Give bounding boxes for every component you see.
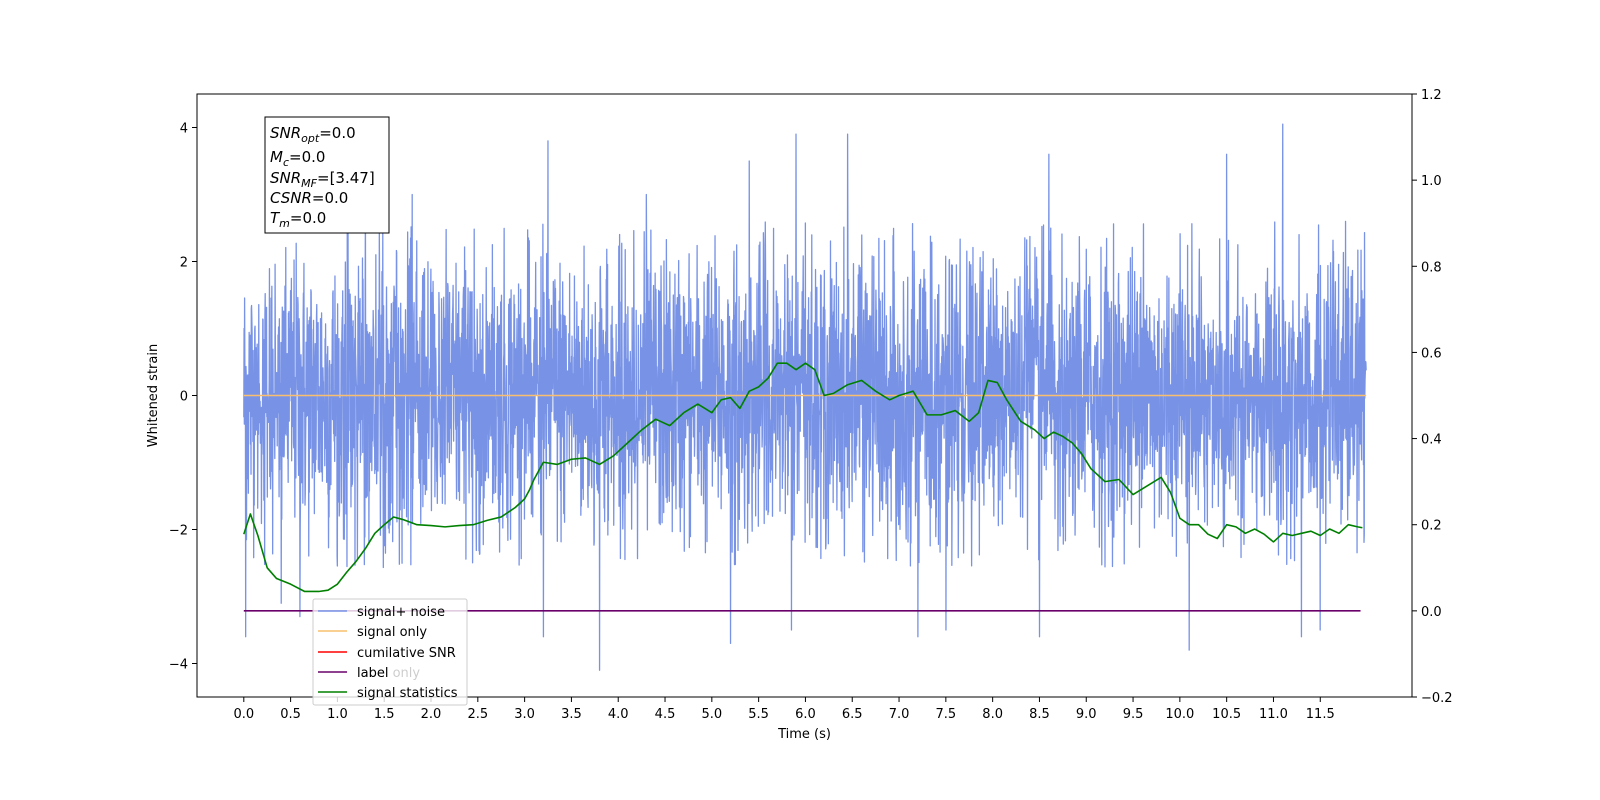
x-tick-label: 2.0 — [421, 707, 442, 722]
info-line: Tm=0.0 — [270, 209, 326, 230]
info-line-value: =0.0 — [312, 189, 348, 207]
x-tick-label: 8.5 — [1029, 707, 1050, 722]
y2-tick-label: 1.2 — [1421, 88, 1442, 103]
y2-tick-label: 0.8 — [1421, 260, 1442, 275]
series-signal-statistics — [243, 362, 1363, 593]
signal-noise-line — [243, 123, 1367, 671]
y-tick-label: 4 — [180, 122, 188, 137]
y-tick-label: 2 — [180, 256, 188, 271]
legend-entry: signal+ noise — [357, 605, 445, 620]
info-line-symbol: CSNR — [270, 189, 312, 207]
x-tick-label: 3.5 — [561, 707, 582, 722]
x-tick-label: 7.0 — [889, 707, 910, 722]
x-tick-label: 11.5 — [1306, 707, 1335, 722]
info-line-symbol: M — [270, 148, 283, 166]
info-line-subscript: opt — [301, 132, 320, 145]
y2-tick-label: −0.2 — [1421, 691, 1453, 706]
legend-entry: cumilative SNR — [357, 646, 456, 661]
x-tick-label: 8.0 — [982, 707, 1003, 722]
x-tick-label: 10.0 — [1165, 707, 1194, 722]
y2-tick-label: 1.0 — [1421, 174, 1442, 189]
x-tick-label: 9.5 — [1123, 707, 1144, 722]
x-tick-label: 4.5 — [655, 707, 676, 722]
info-line-value: =[3.47] — [317, 169, 375, 187]
y2-tick-label: 0.6 — [1421, 346, 1442, 361]
x-tick-label: 3.0 — [514, 707, 535, 722]
series-signal-noise — [243, 123, 1367, 671]
x-tick-label: 9.0 — [1076, 707, 1097, 722]
y2-tick-label: 0.4 — [1421, 433, 1442, 448]
info-line-symbol: T — [270, 209, 281, 227]
series-line — [243, 362, 1363, 593]
y-tick-label: −4 — [169, 658, 188, 673]
info-line-subscript: c — [283, 156, 289, 169]
y-tick-label: −2 — [169, 524, 188, 539]
info-line-value: =0.0 — [289, 148, 325, 166]
x-tick-label: 0.0 — [233, 707, 254, 722]
y-axis-label: Whitened strain — [146, 344, 161, 447]
x-tick-label: 2.5 — [467, 707, 488, 722]
info-line-value: =0.0 — [290, 209, 326, 227]
x-tick-label: 10.5 — [1212, 707, 1241, 722]
info-line-value: =0.0 — [319, 124, 355, 142]
x-axis-label: Time (s) — [777, 727, 831, 742]
info-line-symbol: SNR — [270, 124, 301, 142]
x-tick-label: 6.5 — [842, 707, 863, 722]
info-line: SNRMF=[3.47] — [270, 169, 375, 190]
info-line-subscript: MF — [301, 177, 317, 190]
info-line: CSNR=0.0 — [270, 189, 348, 207]
x-tick-label: 11.0 — [1259, 707, 1288, 722]
y-tick-label: 0 — [180, 390, 188, 405]
x-tick-label: 5.0 — [701, 707, 722, 722]
info-box-frame — [264, 116, 390, 234]
info-line: SNRopt=0.0 — [270, 124, 356, 145]
x-tick-label: 6.0 — [795, 707, 816, 722]
info-line-subscript: m — [279, 217, 290, 230]
legend-entry: label — [357, 666, 388, 681]
legend-entry: signal statistics — [357, 686, 458, 701]
plot-area — [243, 123, 1367, 671]
info-line: Mc=0.0 — [270, 148, 325, 169]
axes: 0.0 0.5 1.0 1.5 2.0 2.5 3.0 3.5 4.0 4.5 5.0 5.5 6.0 6… — [146, 88, 1453, 742]
info-box: SNRopt=0.0Mc=0.0SNRMF=[3.47]CSNR=0.0Tm=0… — [264, 116, 390, 234]
y2-tick-label: 0.2 — [1421, 519, 1442, 534]
x-tick-label: 7.5 — [936, 707, 957, 722]
y2-tick-label: 0.0 — [1421, 605, 1442, 620]
x-tick-label: 1.5 — [374, 707, 395, 722]
info-line-symbol: SNR — [270, 169, 301, 187]
x-tick-label: 0.5 — [280, 707, 301, 722]
x-tick-label: 5.5 — [748, 707, 769, 722]
legend-frame — [312, 598, 468, 706]
x-tick-label: 1.0 — [327, 707, 348, 722]
x-tick-label: 4.0 — [608, 707, 629, 722]
legend-entry: signal only — [357, 625, 427, 640]
